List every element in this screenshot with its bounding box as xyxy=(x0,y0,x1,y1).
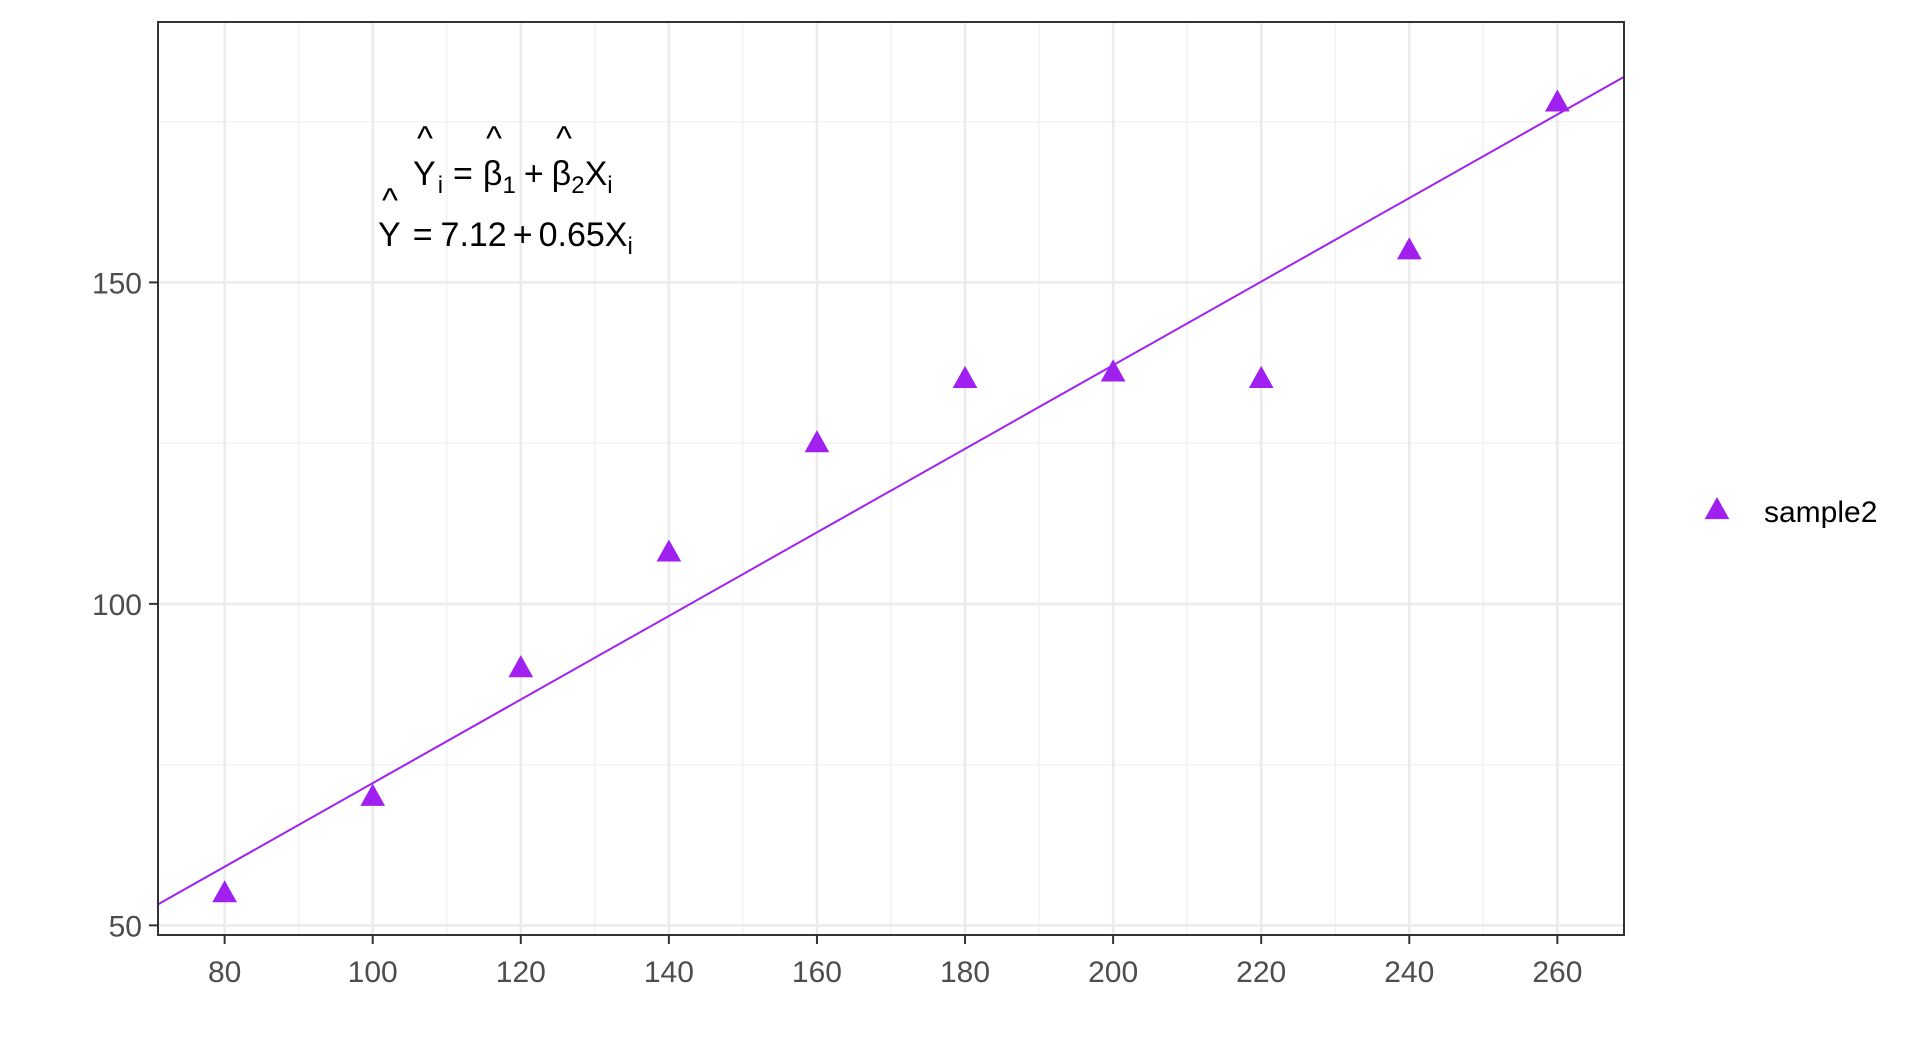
grid xyxy=(158,22,1624,935)
legend-label-sample2: sample2 xyxy=(1764,496,1877,529)
hat-beta-1: ^ xyxy=(486,120,502,158)
equation-line-1: Yi = β1 + β2Xi xyxy=(413,155,613,199)
x-tick-label: 200 xyxy=(1088,956,1138,989)
points xyxy=(212,89,1570,903)
x-tick-label: 120 xyxy=(496,956,546,989)
x-tick-label: 260 xyxy=(1532,956,1582,989)
x-tick-label: 240 xyxy=(1384,956,1434,989)
data-point xyxy=(804,430,830,453)
data-point xyxy=(1100,359,1126,382)
fit-line-group xyxy=(157,75,1625,906)
plot-border xyxy=(157,21,1625,936)
y-axis: 50 100 150 xyxy=(92,267,158,943)
x-tick-label: 160 xyxy=(792,956,842,989)
y-tick-label: 100 xyxy=(92,589,142,622)
x-tick-label: 180 xyxy=(940,956,990,989)
y-tick-label: 50 xyxy=(109,910,142,943)
equation-annotation: Yi = β1 + β2Xi ^ ^ ^ Y = 7.12 +0.65Xi ^ xyxy=(378,120,633,260)
x-tick-label: 220 xyxy=(1236,956,1286,989)
legend-marker-triangle xyxy=(1704,497,1730,520)
hat-y-1: ^ xyxy=(417,120,433,158)
data-point xyxy=(1248,365,1274,388)
x-axis: 80 100 120 140 160 180 200 220 240 260 xyxy=(208,935,1582,989)
fit-line xyxy=(157,75,1625,906)
data-point xyxy=(952,365,978,388)
equation-line-2: Y = 7.12 +0.65Xi xyxy=(378,216,633,260)
legend: sample2 xyxy=(1704,496,1877,529)
hat-beta-2: ^ xyxy=(556,120,572,158)
x-tick-label: 100 xyxy=(348,956,398,989)
x-tick-label: 140 xyxy=(644,956,694,989)
data-point xyxy=(1396,237,1422,260)
data-point xyxy=(360,783,386,806)
data-point xyxy=(508,655,534,678)
y-tick-label: 150 xyxy=(92,267,142,300)
data-point xyxy=(656,539,682,562)
data-point xyxy=(1545,89,1570,112)
hat-y-2: ^ xyxy=(382,182,398,220)
data-point xyxy=(212,880,237,903)
x-tick-label: 80 xyxy=(208,956,241,989)
